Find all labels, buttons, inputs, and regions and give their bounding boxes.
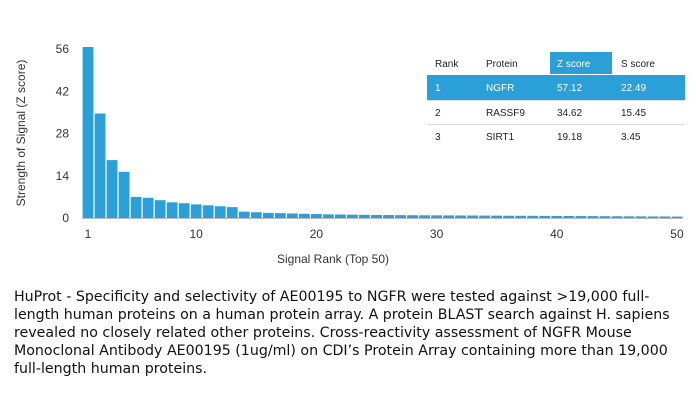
- bar-rank-8: [166, 202, 178, 218]
- bar-rank-35: [491, 215, 503, 218]
- bar-rank-39: [539, 215, 551, 218]
- bar-rank-6: [142, 197, 154, 218]
- table-cell: 57.12: [557, 83, 582, 94]
- x-tick-label: 50: [670, 227, 684, 241]
- bar-rank-19: [298, 213, 310, 218]
- y-tick-label: 42: [56, 84, 70, 98]
- x-axis-ticks: 1 10 20 30 40 50: [85, 227, 684, 241]
- bar-rank-45: [611, 216, 623, 218]
- table-header-cell-bg: [550, 52, 612, 74]
- bar-rank-10: [190, 204, 202, 218]
- table-header-z-score: Z score: [557, 59, 591, 70]
- table-cell: SIRT1: [486, 132, 515, 143]
- table-cell: 1: [435, 83, 441, 94]
- x-tick-label: 40: [550, 227, 564, 241]
- bar-rank-36: [503, 215, 515, 218]
- bar-rank-33: [467, 215, 479, 218]
- score-table: Rank Protein Z score S score 1 NGFR 57.12 22.49…: [427, 51, 685, 148]
- x-tick-label: 10: [190, 227, 204, 241]
- bar-rank-46: [623, 216, 635, 218]
- bar-rank-42: [575, 216, 587, 218]
- bar-rank-30: [431, 215, 442, 218]
- y-axis-ticks: 0 14 28 42 56: [56, 42, 70, 225]
- bar-rank-32: [455, 215, 467, 218]
- bar-rank-7: [154, 200, 166, 218]
- bar-rank-41: [563, 216, 575, 218]
- bar-rank-26: [383, 215, 394, 218]
- y-axis-label: Strength of Signal (Z score): [14, 60, 28, 207]
- bar-rank-23: [347, 214, 358, 218]
- bar-rank-38: [527, 215, 539, 218]
- bar-rank-15: [250, 212, 262, 218]
- table-header-protein: Protein: [486, 59, 518, 70]
- table-header-rank: Rank: [435, 59, 459, 70]
- bar-rank-4: [118, 171, 130, 218]
- bar-rank-16: [262, 212, 274, 218]
- y-tick-label: 56: [56, 42, 70, 56]
- figure-caption: HuProt - Specificity and selectivity of …: [14, 289, 670, 377]
- x-tick-label: 30: [430, 227, 444, 241]
- x-tick-label: 20: [310, 227, 324, 241]
- table-cell: 2: [435, 108, 441, 119]
- bar-rank-14: [238, 211, 250, 218]
- table-cell: 3.45: [621, 132, 641, 143]
- table-cell: 34.62: [557, 108, 582, 119]
- bar-rank-1: [82, 47, 94, 218]
- table-cell: 19.18: [557, 132, 582, 143]
- bar-rank-3: [106, 160, 118, 218]
- table-cell: NGFR: [486, 83, 514, 94]
- bar-rank-22: [335, 214, 346, 218]
- table-cell: 3: [435, 132, 441, 143]
- x-tick-label: 1: [85, 227, 92, 241]
- bar-rank-18: [286, 213, 298, 218]
- bar-rank-24: [359, 214, 370, 218]
- bar-rank-29: [419, 215, 430, 218]
- bar-rank-50: [671, 216, 683, 218]
- x-axis-label: Signal Rank (Top 50): [277, 252, 389, 266]
- bar-rank-47: [635, 216, 647, 218]
- bar-rank-5: [130, 196, 142, 219]
- y-tick-label: 28: [56, 127, 70, 141]
- table-header-s-score: S score: [621, 59, 655, 70]
- y-tick-label: 0: [62, 211, 69, 225]
- bar-rank-49: [659, 216, 671, 218]
- bar-rank-21: [323, 214, 334, 218]
- bar-rank-37: [515, 215, 527, 218]
- y-tick-label: 14: [56, 169, 70, 183]
- bar-rank-31: [443, 215, 455, 218]
- bar-rank-28: [407, 215, 418, 218]
- bar-chart: 0 14 28 42 56 1 10 20 30 40 50 Strength of Signal…: [14, 42, 685, 266]
- bar-rank-25: [371, 214, 382, 218]
- bar-rank-20: [310, 214, 322, 218]
- table-cell: 22.49: [621, 83, 646, 94]
- bar-rank-17: [274, 213, 286, 218]
- bar-rank-11: [202, 205, 214, 218]
- bar-rank-48: [647, 216, 659, 218]
- bar-rank-34: [479, 215, 491, 218]
- table-cell: RASSF9: [486, 108, 525, 119]
- bar-rank-9: [178, 203, 190, 218]
- bar-rank-12: [214, 206, 226, 218]
- bar-rank-13: [226, 207, 238, 218]
- table-cell: 15.45: [621, 108, 646, 119]
- table-header-cell-bg: [614, 52, 684, 74]
- bar-rank-27: [395, 215, 406, 218]
- bar-rank-44: [599, 216, 611, 218]
- chart-bars: [82, 47, 683, 219]
- bar-rank-40: [551, 215, 563, 218]
- table-highlight-row: [427, 75, 685, 100]
- bar-rank-2: [94, 113, 106, 218]
- bar-rank-43: [587, 216, 599, 218]
